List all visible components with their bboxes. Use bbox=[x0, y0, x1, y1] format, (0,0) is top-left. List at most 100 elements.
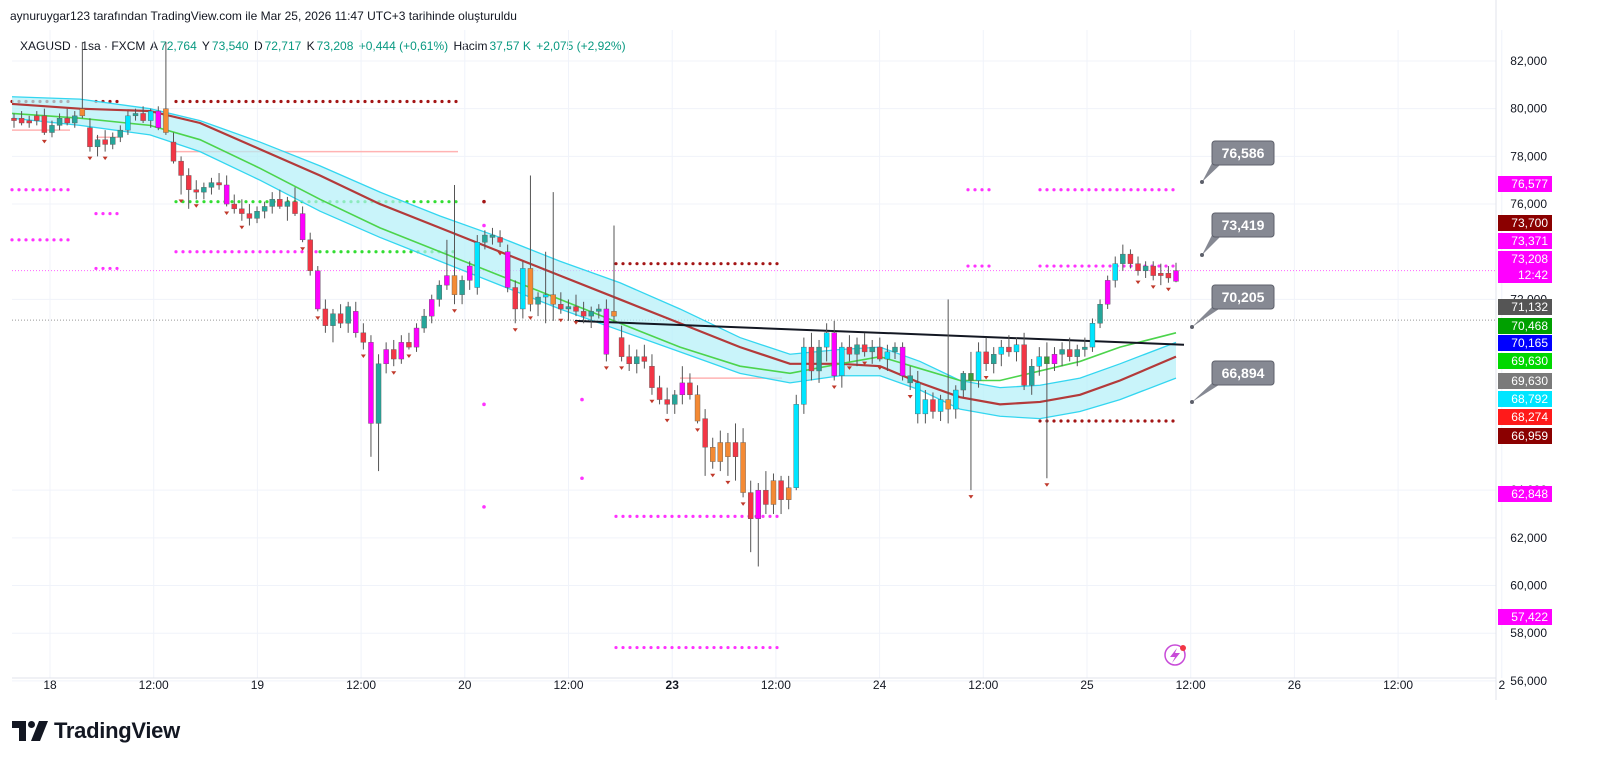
pivot-dot bbox=[223, 250, 227, 254]
pivot-dot bbox=[174, 250, 178, 254]
candle bbox=[125, 111, 131, 135]
candle bbox=[550, 192, 556, 321]
tradingview-logo-icon bbox=[12, 721, 48, 741]
candle-body bbox=[1112, 263, 1118, 281]
pivot-dot bbox=[202, 200, 206, 204]
callout-pointer bbox=[1192, 383, 1222, 402]
candle bbox=[520, 261, 526, 319]
pivot-dot bbox=[202, 99, 206, 104]
candle-body bbox=[102, 139, 108, 145]
candle-body bbox=[56, 118, 63, 126]
candle-body bbox=[72, 115, 78, 124]
sell-marker bbox=[102, 156, 108, 161]
candle bbox=[1074, 344, 1080, 367]
pivot-dot bbox=[1122, 419, 1126, 423]
candle-body bbox=[808, 346, 815, 372]
candle-body bbox=[565, 306, 572, 310]
pivot-dot bbox=[775, 514, 779, 519]
tradingview-logo[interactable]: TradingView bbox=[12, 718, 180, 744]
time-tick-label: 23 bbox=[666, 678, 680, 692]
candle bbox=[922, 390, 929, 424]
legend-high-value: 73,540 bbox=[211, 39, 249, 53]
pivot-dot bbox=[391, 99, 395, 104]
pivot-dot bbox=[635, 262, 639, 266]
candle bbox=[102, 130, 108, 152]
candle-body bbox=[1074, 349, 1080, 357]
candle-body bbox=[307, 239, 313, 272]
candle bbox=[975, 342, 982, 388]
pivot-dot bbox=[398, 99, 402, 104]
price-label-text: 57,422 bbox=[1511, 610, 1548, 624]
time-tick-label: 12:00 bbox=[139, 678, 169, 692]
legend-low-value: 72,717 bbox=[264, 39, 302, 53]
sell-marker bbox=[710, 473, 716, 478]
sell-marker bbox=[664, 418, 670, 423]
sell-marker bbox=[1044, 483, 1050, 487]
candle-body bbox=[398, 342, 405, 360]
candle-body bbox=[49, 125, 55, 133]
time-axis: 18 12:00 19 12:00 20 12:00 23 12:00 24 12:00 25 12:… bbox=[43, 678, 1505, 692]
price-label-text: 69,630 bbox=[1511, 354, 1548, 368]
candle bbox=[421, 308, 427, 333]
candle bbox=[307, 232, 313, 276]
pivot-dot bbox=[363, 99, 367, 104]
candle-body bbox=[550, 294, 556, 305]
pivot-dot bbox=[272, 250, 276, 254]
callout-label: 70,205 bbox=[1222, 289, 1265, 305]
pivot-dot bbox=[94, 99, 98, 104]
candle-body bbox=[763, 489, 769, 505]
candle bbox=[413, 323, 420, 352]
candle bbox=[588, 306, 594, 329]
pivot-dot bbox=[1136, 188, 1140, 192]
pivot-dot bbox=[307, 99, 311, 104]
pivot-dot bbox=[454, 99, 458, 104]
candle-body bbox=[504, 251, 511, 288]
price-label-chip bbox=[1498, 251, 1552, 267]
pivot-dot bbox=[1157, 188, 1161, 192]
price-label-chip bbox=[1498, 233, 1552, 249]
candle bbox=[672, 390, 678, 414]
pivot-dot bbox=[272, 99, 276, 104]
pivot-dot bbox=[1066, 264, 1070, 268]
sell-marker bbox=[451, 309, 457, 313]
candle bbox=[747, 480, 754, 553]
pivot-dot bbox=[412, 99, 416, 104]
candle-body bbox=[512, 287, 518, 310]
pivot-dot bbox=[1157, 419, 1161, 423]
pivot-dot bbox=[1059, 419, 1063, 423]
price-tick-label: 78,000 bbox=[1510, 149, 1547, 163]
ma-band-upper bbox=[11, 96, 1177, 389]
candle bbox=[216, 173, 222, 190]
price-label-chip bbox=[1498, 318, 1552, 334]
pivot-dot bbox=[388, 250, 392, 254]
candle bbox=[907, 366, 913, 391]
candle bbox=[1044, 342, 1050, 479]
candle bbox=[497, 230, 503, 247]
legend-open-value: 72,764 bbox=[160, 39, 197, 53]
pivot-dot bbox=[482, 505, 486, 509]
pivot-dot bbox=[1052, 264, 1056, 268]
pivot-dot bbox=[272, 200, 276, 204]
pivot-dot bbox=[195, 99, 199, 104]
candle bbox=[861, 332, 868, 357]
candle bbox=[406, 332, 412, 350]
sell-marker bbox=[846, 366, 852, 370]
pivot-dot bbox=[216, 200, 220, 204]
candle bbox=[444, 239, 450, 290]
candle-body bbox=[755, 489, 761, 519]
legend-symbol[interactable]: XAGUSD · 1sa · FXCM bbox=[20, 39, 146, 53]
candle-body bbox=[1120, 253, 1126, 264]
candle-body bbox=[216, 182, 222, 186]
pivot-dot bbox=[230, 99, 234, 104]
candle-body bbox=[960, 373, 967, 391]
ma-red-line bbox=[11, 102, 1177, 406]
time-tick-label: 2 bbox=[1498, 678, 1505, 692]
price-tick-label: 64,000 bbox=[1510, 483, 1547, 497]
pivot-dot bbox=[31, 188, 35, 192]
candle-body bbox=[1158, 273, 1164, 276]
pivot-dot bbox=[188, 200, 192, 204]
candle-body bbox=[535, 296, 541, 305]
candle-body bbox=[1089, 323, 1096, 348]
pivot-dot bbox=[747, 514, 751, 519]
